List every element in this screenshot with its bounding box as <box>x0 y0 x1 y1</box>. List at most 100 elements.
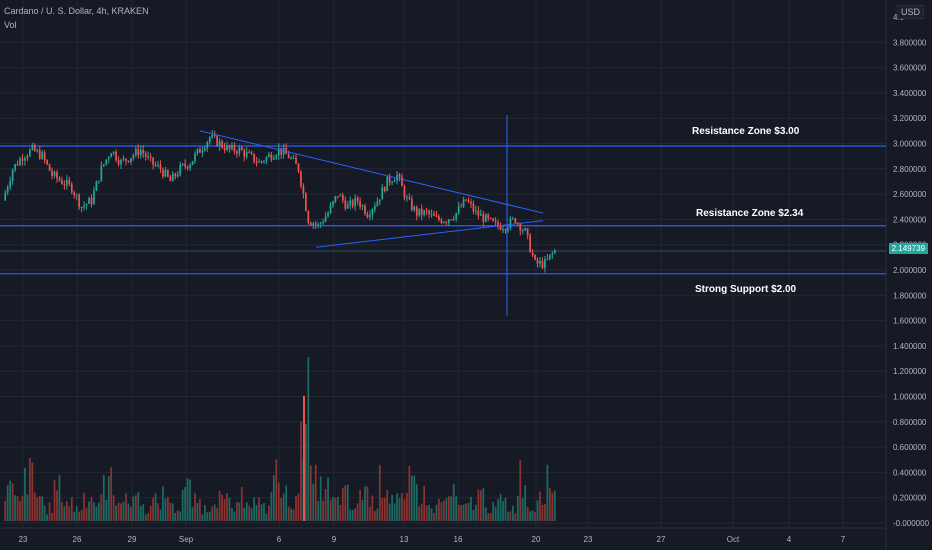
candle <box>95 181 98 191</box>
candle <box>196 148 199 154</box>
price-tick-label: 3.400000 <box>893 89 927 98</box>
candle <box>314 223 317 225</box>
candle <box>216 135 219 147</box>
volume-bar <box>413 475 416 521</box>
volume-bar <box>196 502 199 521</box>
candle <box>536 259 539 264</box>
volume-bar <box>455 496 458 521</box>
candle <box>465 199 467 201</box>
volume-bar <box>484 507 487 521</box>
volume-bar <box>428 504 430 521</box>
volume-bar <box>351 510 354 521</box>
candle <box>393 180 396 183</box>
price-tick-label: 3.800000 <box>893 38 927 47</box>
candle <box>88 197 90 204</box>
volume-bar <box>139 506 142 521</box>
volume-bar <box>152 497 154 521</box>
candle <box>260 161 263 163</box>
price-tick-label: -0.000000 <box>893 519 930 528</box>
candle <box>551 253 554 255</box>
candle <box>361 205 364 207</box>
candle <box>83 205 85 208</box>
volume-bar <box>322 500 324 521</box>
volume-bar <box>504 497 507 521</box>
candle <box>452 218 455 220</box>
candle <box>11 169 14 181</box>
volume-bar <box>6 484 9 521</box>
candle <box>38 150 41 159</box>
candle <box>410 198 413 211</box>
volume-bar <box>285 485 288 521</box>
candle <box>524 228 527 231</box>
volume-bar <box>137 492 140 521</box>
volume-bar <box>186 478 189 521</box>
candle <box>378 199 381 202</box>
volume-bar <box>85 507 88 521</box>
candle <box>369 214 371 218</box>
volume-bar <box>117 502 120 521</box>
volume-bar <box>162 486 164 521</box>
candle <box>16 164 19 166</box>
volume-bar <box>553 490 556 521</box>
candle <box>107 157 110 160</box>
current-price-label: 2.149739 <box>888 243 928 254</box>
candle <box>374 206 376 210</box>
volume-bar <box>516 495 519 521</box>
volume-bar <box>462 504 465 521</box>
volume-bar <box>147 512 150 521</box>
candle <box>164 170 167 177</box>
candle <box>70 183 73 193</box>
volume-bar <box>507 512 509 521</box>
volume-bar <box>460 504 462 521</box>
volume-bar <box>512 505 514 521</box>
candle <box>21 158 24 161</box>
volume-bar <box>282 493 285 521</box>
volume-bar <box>122 501 125 521</box>
candle <box>63 184 66 186</box>
candle <box>245 151 248 157</box>
volume-bar <box>531 510 534 521</box>
candle <box>228 145 231 149</box>
volume-bar <box>258 497 260 521</box>
volume-bar <box>9 480 12 521</box>
candle <box>332 201 334 206</box>
candle <box>337 196 339 198</box>
candle <box>218 141 221 147</box>
candle <box>322 221 324 223</box>
currency-label[interactable]: USD <box>896 5 924 19</box>
candle <box>376 201 379 207</box>
candle <box>236 151 238 154</box>
volume-bar <box>31 462 34 521</box>
volume-bar <box>51 513 53 521</box>
volume-bar <box>102 475 105 521</box>
candle <box>292 157 295 159</box>
volume-bar <box>482 488 485 521</box>
candle <box>539 261 541 264</box>
volume-bar <box>425 505 428 521</box>
candle <box>489 218 492 220</box>
candle <box>31 144 34 150</box>
candle <box>208 137 211 142</box>
candle <box>134 148 137 156</box>
volume-bar <box>509 511 512 521</box>
time-tick-label: Sep <box>179 535 194 544</box>
candle <box>546 258 549 260</box>
volume-bar <box>226 492 228 521</box>
candle <box>356 197 359 202</box>
candle <box>270 154 273 160</box>
time-tick-label: 23 <box>19 535 28 544</box>
volume-bar <box>100 494 103 521</box>
volume-bar <box>154 493 157 521</box>
volume-bar <box>233 511 236 521</box>
volume-bar <box>75 506 78 521</box>
volume-bar <box>361 499 364 521</box>
volume-bar <box>184 487 186 521</box>
volume-bar <box>270 492 273 521</box>
candle <box>250 152 253 154</box>
volume-bar <box>38 495 41 521</box>
volume-bar <box>73 511 76 521</box>
candle <box>300 171 302 186</box>
candle <box>36 150 39 152</box>
volume-bar <box>445 498 448 521</box>
